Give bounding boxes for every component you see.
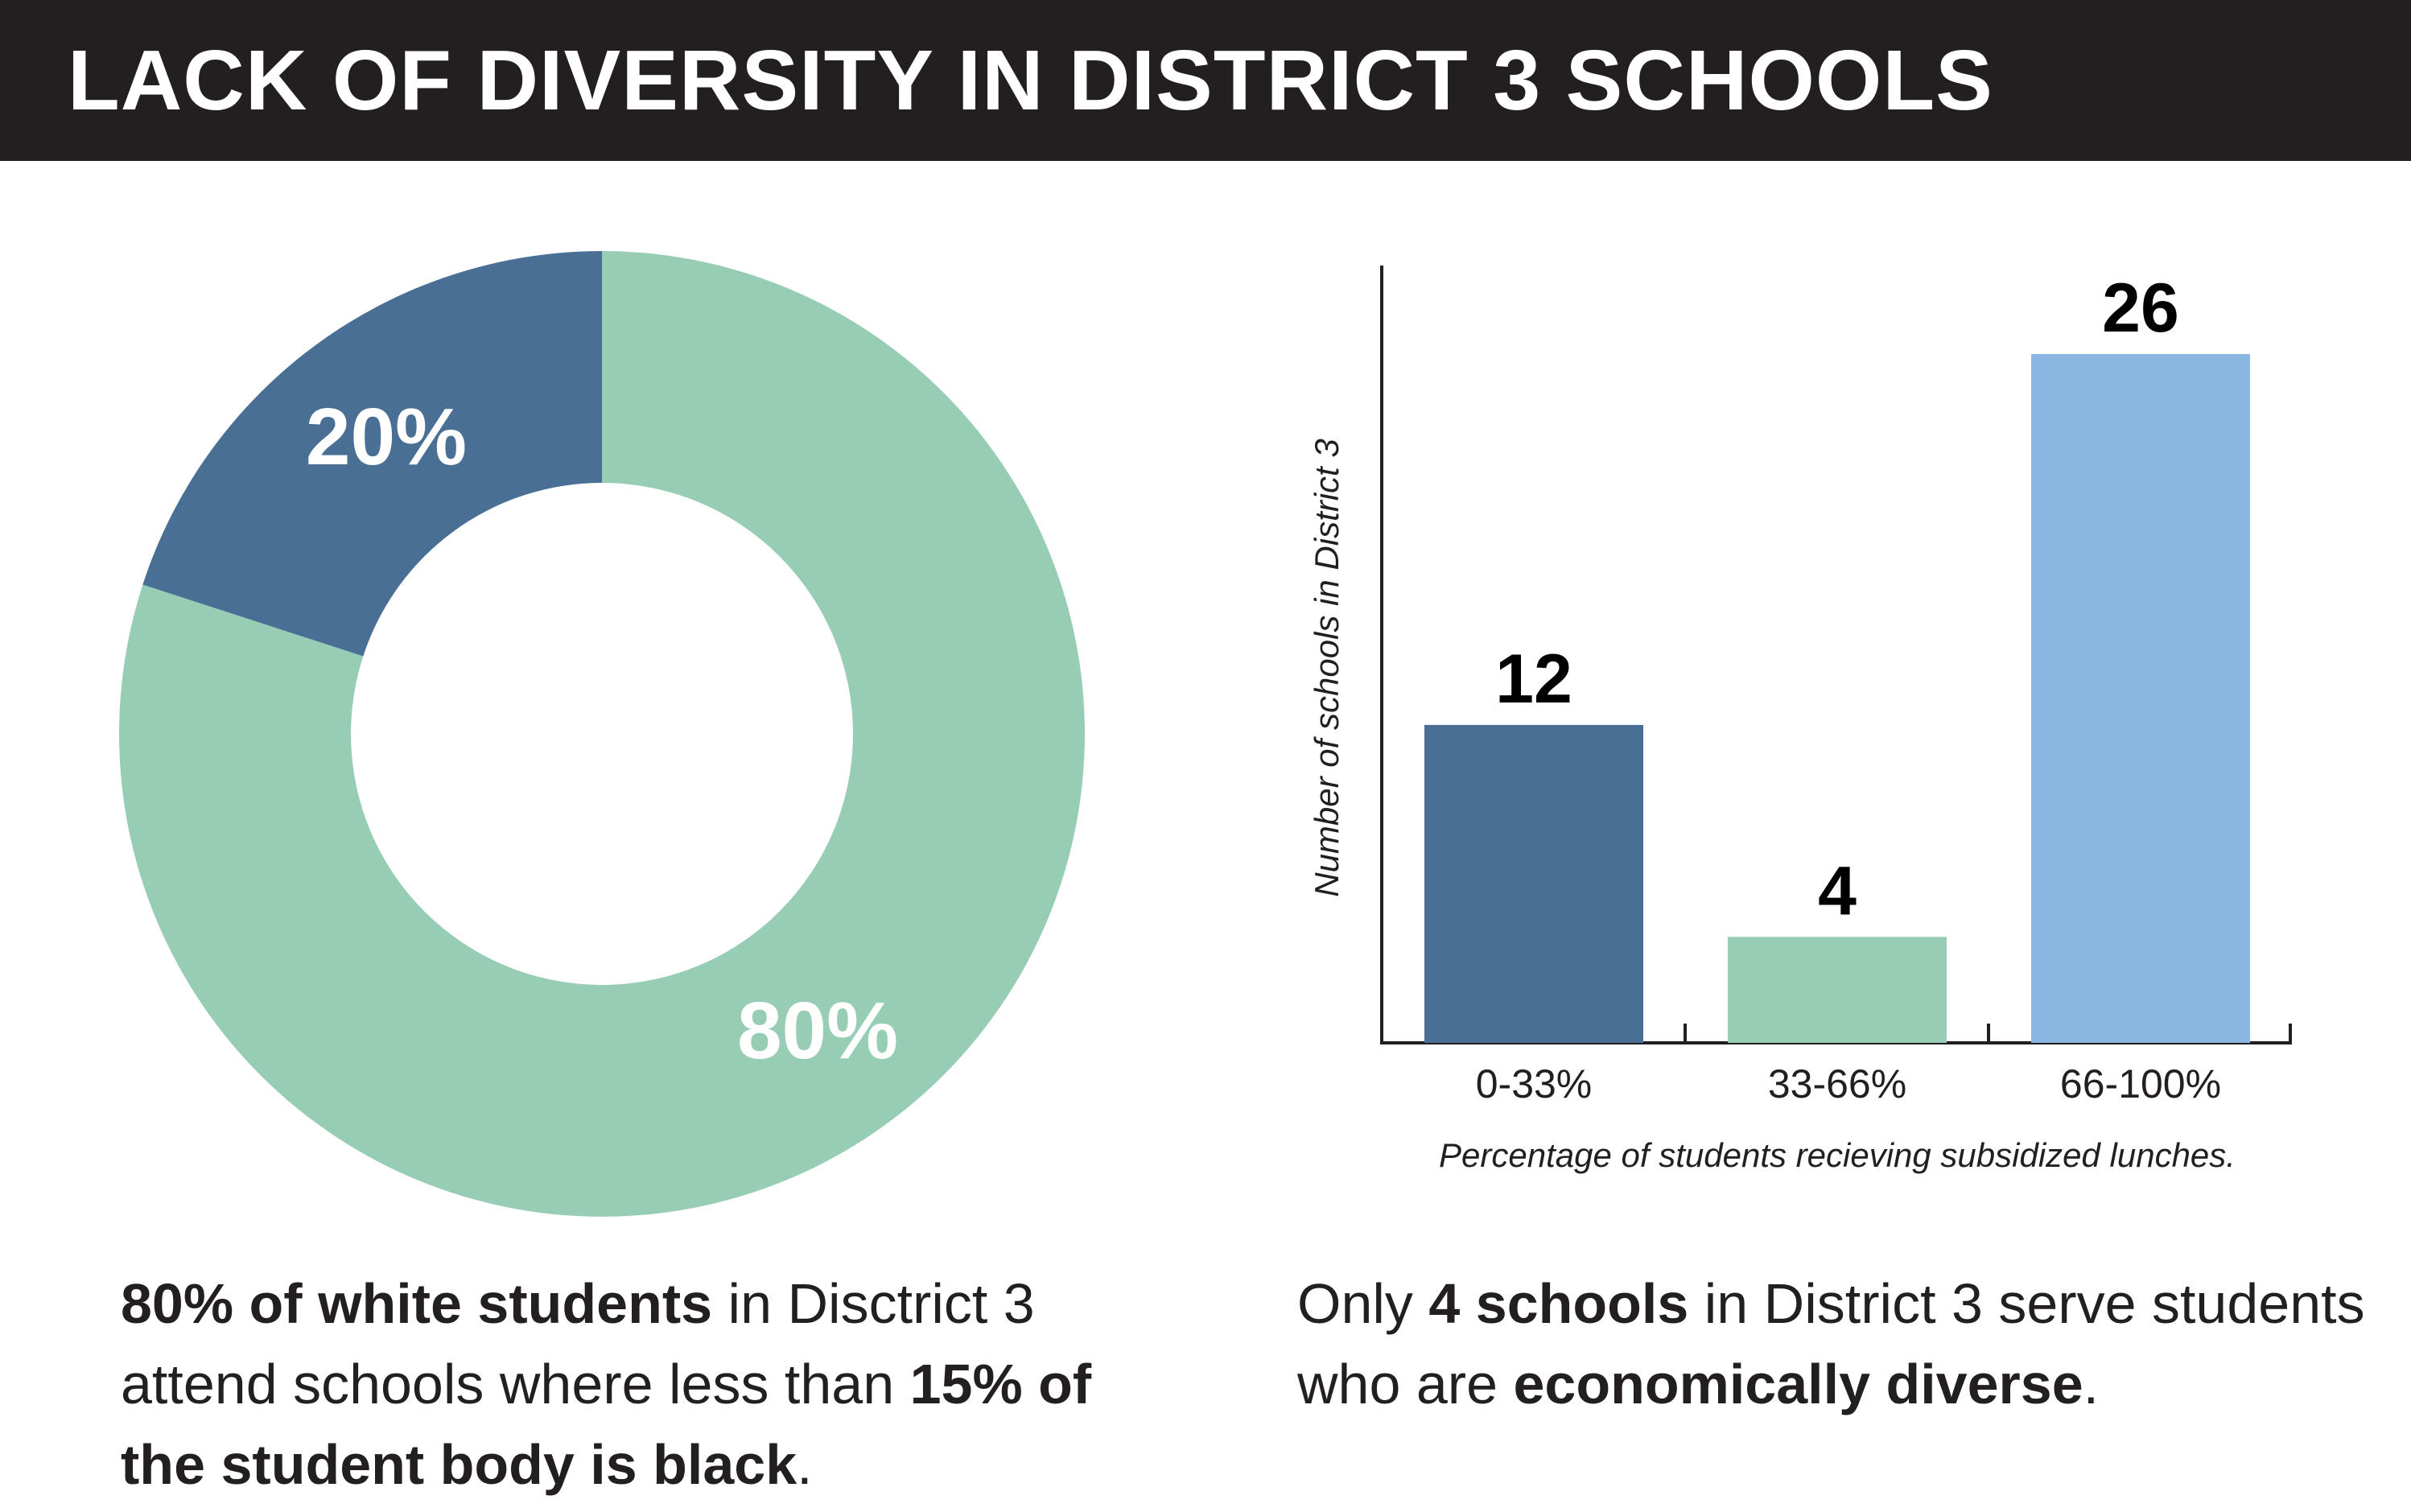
donut-chart: 20% 80% [118, 251, 1085, 1217]
caption-left-bold-2: 15% of the student body is black [121, 1353, 1092, 1496]
caption-left-text-2: . [797, 1433, 813, 1496]
caption-left-text-1: in Disctrict 3 attend schools where less… [121, 1272, 1035, 1415]
x-tick-label-3: 66-100% [2060, 1061, 2221, 1106]
bar-data-label-1: 12 [1495, 641, 1572, 718]
bar-66-100% [2031, 353, 2250, 1044]
donut-slice-label-2: 80% [737, 986, 898, 1076]
bar-chart: Number of schools in District 3 Percenta… [1308, 266, 2292, 1174]
bar-data-label-3: 26 [2102, 270, 2179, 347]
y-axis-label: Number of schools in District 3 [1308, 439, 1346, 897]
caption-right-text-1: Only [1297, 1272, 1429, 1335]
bar-data-label-2: 4 [1818, 852, 1857, 929]
caption-right-bold-2: economically diverse [1513, 1353, 2083, 1415]
caption-left-bold-1: 80% of white students [121, 1272, 713, 1335]
x-tick-label-1: 0-33% [1476, 1061, 1593, 1106]
caption-economic-diversity: Only 4 schools in District 3 serve stude… [1297, 1263, 2368, 1424]
donut-slice-label-1: 20% [306, 392, 467, 482]
bar-33-66% [1728, 937, 1947, 1043]
donut-slice-2 [118, 251, 1085, 1217]
caption-right-text-3: . [2083, 1353, 2100, 1415]
x-tick-label-2: 33-66% [1768, 1061, 1906, 1106]
page-title: LACK OF DIVERSITY IN DISTRICT 3 SCHOOLS [68, 33, 1993, 128]
caption-right-bold-1: 4 schools [1428, 1272, 1689, 1335]
x-axis-label: Percentage of students recieving subsidi… [1439, 1136, 2236, 1174]
caption-right-text-2: in District 3 serve students who are [1297, 1272, 2365, 1415]
header-bar: LACK OF DIVERSITY IN DISTRICT 3 SCHOOLS [0, 0, 2411, 161]
donut-slice-1 [142, 251, 602, 657]
caption-white-students: 80% of white students in Disctrict 3 att… [121, 1263, 1191, 1505]
bar-0-33% [1424, 724, 1643, 1043]
